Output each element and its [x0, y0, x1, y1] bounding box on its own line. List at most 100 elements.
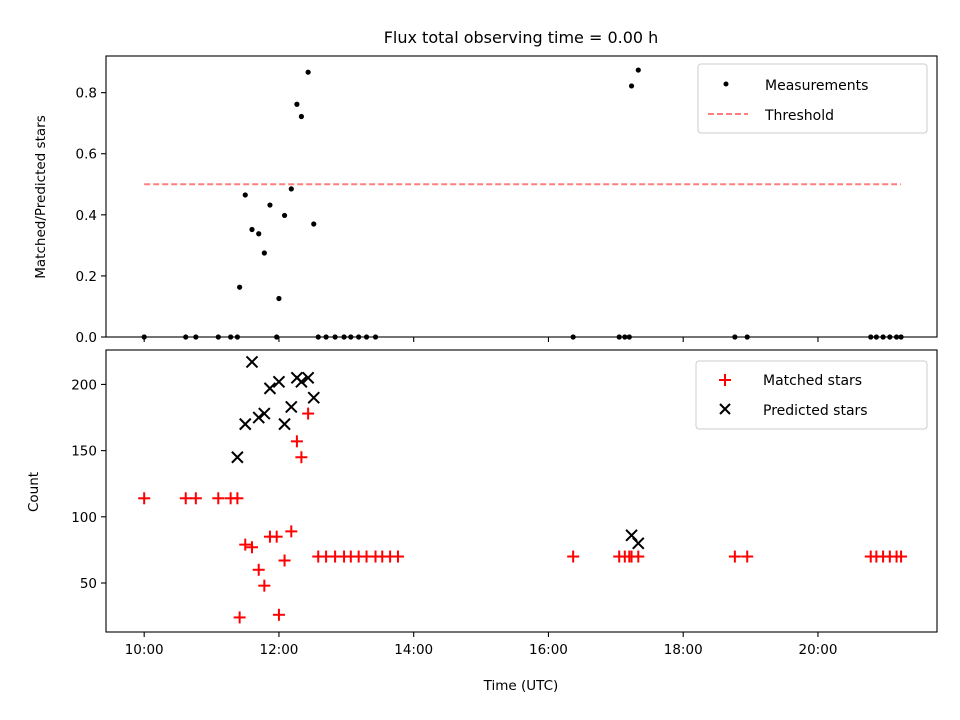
predicted-star-point [632, 537, 645, 550]
predicted-star-point [258, 407, 271, 420]
matched-star-point [728, 550, 741, 563]
measurement-point [873, 334, 879, 340]
measurement-point [348, 334, 354, 340]
measurement-point [622, 334, 628, 340]
predicted-star-point [307, 391, 320, 404]
matched-star-point [252, 563, 265, 576]
bottom-xtick-label: 18:00 [664, 642, 703, 658]
measurement-point [294, 101, 300, 107]
measurement-point [234, 334, 240, 340]
predicted-star-stroke [307, 391, 320, 404]
matched-star-point [233, 611, 246, 624]
top-ytick-label: 0.8 [76, 86, 97, 102]
measurement-point [744, 334, 750, 340]
matched-star-point [285, 525, 298, 538]
bottom-plot-marks [138, 355, 908, 624]
predicted-star-stroke [301, 371, 315, 385]
measurement-point [356, 334, 362, 340]
measurement-point [274, 334, 280, 340]
predicted-star-stroke [258, 407, 271, 420]
legend-threshold-label: Threshold [764, 108, 834, 124]
predicted-star-stroke [239, 417, 252, 431]
top-ytick-label: 0.6 [76, 147, 97, 163]
predicted-star-point [278, 417, 291, 431]
predicted-star-point [252, 411, 265, 424]
predicted-star-stroke [632, 537, 645, 550]
measurement-point [141, 334, 147, 340]
measurement-point [183, 334, 189, 340]
bottom-y-axis: 50 100 150 200 [71, 377, 106, 592]
matched-star-point [245, 541, 258, 554]
matched-star-point [895, 550, 908, 563]
bottom-xtick-label: 10:00 [125, 642, 164, 658]
predicted-star-stroke [625, 529, 638, 542]
matched-star-point [278, 554, 291, 567]
bottom-ytick-label: 150 [71, 444, 97, 460]
predicted-star-point [231, 451, 244, 464]
measurement-point [323, 334, 329, 340]
matched-star-point [270, 530, 283, 543]
measurement-point [628, 83, 635, 89]
predicted-star-point [301, 371, 315, 385]
matched-star-point [179, 492, 192, 505]
bottom-xtick-label: 16:00 [529, 642, 568, 658]
bottom-y-axis-label: Count [26, 472, 42, 512]
top-ytick-label: 0.2 [76, 269, 97, 285]
top-plot-frame [105, 55, 938, 338]
measurement-point [215, 334, 221, 340]
matched-star-point [212, 492, 225, 505]
measurement-point [276, 295, 282, 302]
top-ytick-label: 0.4 [76, 208, 97, 224]
measurement-point [893, 334, 900, 340]
measurement-point [898, 334, 904, 340]
bottom-x-axis-label: Time (UTC) [483, 678, 559, 694]
predicted-star-stroke [263, 382, 277, 395]
measurement-point [332, 334, 338, 340]
legend-matched-label: Matched stars [763, 373, 862, 389]
measurement-point [256, 231, 262, 237]
bottom-ytick-label: 200 [71, 377, 97, 393]
matched-star-point [302, 407, 315, 420]
predicted-star-point [245, 355, 259, 369]
top-legend-box [697, 63, 928, 134]
bottom-plot-frame [105, 349, 938, 633]
measurement-point [242, 192, 248, 198]
matched-star-point [632, 550, 645, 563]
measurement-point [261, 250, 267, 256]
predicted-star-point [263, 382, 277, 395]
measurement-point [249, 226, 255, 233]
measurement-point [305, 69, 311, 75]
bottom-xtick-label: 14:00 [394, 642, 433, 658]
measurement-point [288, 186, 294, 192]
predicted-star-stroke [295, 375, 308, 388]
predicted-star-stroke [252, 411, 265, 424]
measurement-point [570, 334, 576, 340]
measurement-point [298, 113, 304, 120]
predicted-star-point [285, 400, 298, 414]
measurement-point [616, 334, 622, 340]
legend-measurements-marker [723, 81, 729, 87]
matched-star-point [138, 492, 151, 505]
measurement-point [341, 334, 347, 340]
measurement-point [237, 284, 243, 290]
measurement-point [626, 334, 632, 340]
bottom-x-axis: 10:00 12:00 14:00 16:00 18:00 20:00 [125, 632, 837, 658]
bottom-ytick-label: 100 [71, 510, 97, 526]
bottom-xtick-label: 12:00 [259, 642, 298, 658]
top-plot-marks [141, 67, 904, 340]
matched-star-point [231, 492, 244, 505]
measurement-point [732, 334, 738, 340]
top-ytick-label: 0.0 [76, 330, 97, 346]
matched-star-point [391, 550, 404, 563]
measurement-point [363, 334, 370, 340]
matched-star-point [741, 550, 754, 563]
predicted-star-stroke [278, 417, 291, 431]
measurement-point [228, 334, 234, 340]
predicted-star-point [239, 417, 252, 431]
predicted-star-point [295, 375, 308, 388]
top-y-axis-label: Matched/Predicted stars [33, 115, 49, 278]
legend-predicted-marker [719, 403, 731, 415]
top-y-axis: 0.0 0.2 0.4 0.6 0.8 [76, 86, 106, 346]
matched-star-point [290, 435, 303, 448]
